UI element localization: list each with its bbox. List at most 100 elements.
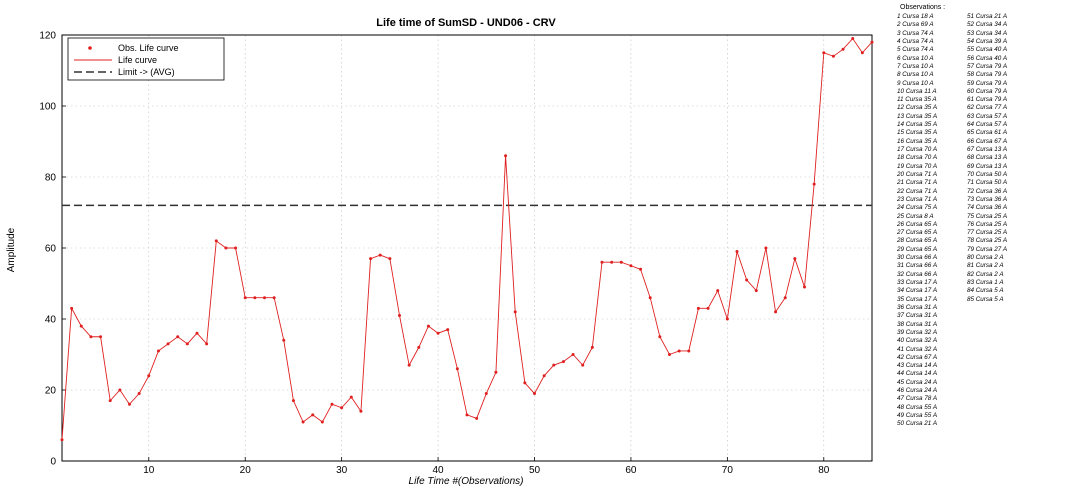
- obs-point: [677, 349, 681, 353]
- obs-point: [803, 285, 806, 289]
- obs-point: [205, 342, 209, 346]
- observation-item: 83 Cursa 1 A: [967, 279, 1004, 286]
- observation-item: 48 Cursa 55 A: [897, 403, 938, 411]
- observation-item: 76 Cursa 25 A: [967, 220, 1008, 228]
- obs-point: [176, 335, 180, 339]
- y-tick-label: 20: [45, 386, 57, 397]
- legend-box: [67, 37, 225, 81]
- observation-item: 35 Cursa 17 A: [897, 295, 938, 303]
- obs-point: [619, 260, 623, 264]
- chart-title: Life time of SumSD - UND06 - CRV: [376, 17, 556, 29]
- obs-point: [735, 250, 739, 254]
- obs-point: [426, 324, 430, 328]
- obs-point: [195, 331, 199, 335]
- obs-point: [860, 51, 864, 55]
- line-chart: Life time of SumSD - UND06 - CRV 10 20 30 4…: [6, 17, 874, 487]
- observation-item: 71 Cursa 50 A: [967, 179, 1008, 187]
- legend-label-dots: Obs. Life curve: [118, 43, 179, 53]
- obs-point: [118, 388, 122, 392]
- observation-item: 20 Cursa 71 A: [897, 170, 938, 178]
- observation-item: 28 Cursa 65 A: [897, 237, 938, 245]
- obs-point: [243, 296, 247, 300]
- obs-point: [156, 349, 160, 353]
- observation-item: 6 Cursa 10 A: [897, 54, 934, 62]
- observation-item: 72 Cursa 36 A: [967, 187, 1008, 195]
- obs-point: [214, 239, 218, 243]
- obs-point: [147, 374, 151, 378]
- obs-point: [369, 257, 373, 261]
- y-tick-label: 100: [39, 102, 56, 113]
- obs-point: [89, 335, 93, 339]
- observation-item: 13 Cursa 35 A: [897, 112, 938, 120]
- x-tick-label: 10: [143, 465, 155, 476]
- obs-point: [629, 264, 633, 268]
- obs-point: [407, 363, 411, 367]
- observation-item: 3 Cursa 74 A: [897, 29, 934, 37]
- observation-item: 17 Cursa 70 A: [897, 146, 938, 153]
- observation-item: 54 Cursa 39 A: [967, 37, 1008, 45]
- obs-point: [639, 267, 643, 271]
- obs-point: [793, 257, 797, 261]
- grid: [62, 35, 872, 461]
- x-tick-label: 60: [625, 465, 637, 476]
- observation-item: 7 Cursa 10 A: [897, 62, 934, 70]
- observation-item: 68 Cursa 13 A: [967, 154, 1008, 162]
- observation-item: 45 Cursa 24 A: [897, 378, 938, 386]
- observation-item: 38 Cursa 31 A: [897, 320, 938, 328]
- obs-point: [561, 360, 565, 364]
- legend-marker-dots: [88, 46, 92, 50]
- obs-point: [79, 324, 83, 328]
- obs-point: [851, 37, 855, 41]
- obs-point: [542, 374, 546, 378]
- observation-item: 46 Cursa 24 A: [897, 387, 938, 395]
- obs-point: [234, 246, 238, 250]
- observation-item: 77 Cursa 25 A: [967, 229, 1008, 237]
- obs-point: [166, 342, 170, 346]
- observation-item: 12 Cursa 35 A: [897, 104, 938, 112]
- observation-item: 60 Cursa 79 A: [967, 87, 1008, 95]
- observation-item: 41 Cursa 32 A: [897, 345, 938, 353]
- obs-point: [774, 310, 778, 314]
- observation-item: 36 Cursa 31 A: [897, 303, 938, 311]
- observation-item: 53 Cursa 34 A: [967, 29, 1008, 37]
- obs-point: [378, 253, 382, 257]
- x-tick-label: 80: [818, 465, 830, 476]
- obs-point: [349, 395, 353, 399]
- obs-point: [465, 413, 469, 417]
- obs-point: [455, 367, 459, 371]
- observation-item: 22 Cursa 71 A: [897, 187, 938, 195]
- observation-item: 5 Cursa 74 A: [897, 46, 934, 54]
- obs-point: [590, 345, 594, 349]
- obs-point: [745, 278, 749, 282]
- y-tick-label: 60: [45, 244, 57, 255]
- obs-point: [340, 406, 344, 410]
- obs-point: [764, 246, 768, 250]
- y-axis-label: Amplitude: [6, 227, 17, 272]
- observation-item: 37 Cursa 31 A: [897, 312, 938, 320]
- observation-item: 64 Cursa 57 A: [967, 121, 1008, 129]
- obs-point: [263, 296, 266, 300]
- legend-label-line: Life curve: [118, 55, 157, 65]
- observation-item: 16 Cursa 35 A: [897, 137, 938, 145]
- obs-point: [716, 289, 720, 293]
- obs-point: [272, 296, 276, 300]
- series-layer: [60, 37, 874, 442]
- observation-item: 9 Cursa 10 A: [897, 79, 934, 87]
- observations-title: Observations :: [900, 4, 946, 11]
- observation-item: 79 Cursa 27 A: [967, 245, 1008, 253]
- obs-point: [552, 363, 556, 367]
- obs-point: [831, 54, 835, 58]
- observation-item: 80 Cursa 2 A: [967, 254, 1004, 262]
- obs-point: [812, 182, 816, 186]
- observation-item: 49 Cursa 55 A: [897, 412, 938, 419]
- observation-item: 57 Cursa 79 A: [967, 62, 1008, 70]
- obs-point: [687, 349, 691, 353]
- obs-point: [571, 353, 575, 356]
- obs-point: [185, 342, 189, 346]
- observation-item: 24 Cursa 75 A: [897, 204, 938, 212]
- obs-point: [70, 306, 74, 310]
- obs-point: [494, 370, 498, 374]
- observation-item: 52 Cursa 34 A: [967, 21, 1008, 29]
